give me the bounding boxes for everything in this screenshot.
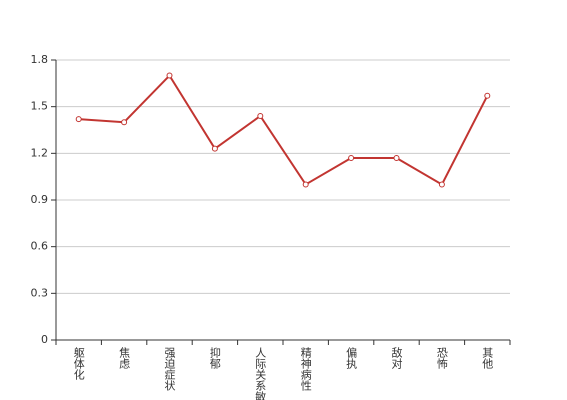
x-tick-label: 抑郁 [208, 346, 221, 369]
point [302, 181, 309, 188]
x-tick-label: 其他 [481, 347, 494, 369]
point [257, 113, 264, 119]
x-tick-label: 精神病性 [299, 347, 312, 392]
y-tick-label: 1.5 [31, 100, 49, 113]
point [211, 145, 218, 152]
line [78, 73, 489, 186]
point [438, 181, 445, 188]
x-tick-label: 躯体化 [72, 347, 85, 381]
y-tick-label: 0.9 [31, 193, 49, 206]
x-tick-label: 偏执 [345, 346, 358, 370]
y-tick-label: 1.2 [31, 146, 49, 159]
point [166, 72, 173, 79]
point [121, 119, 128, 126]
y-tick-label: 0 [41, 333, 48, 346]
point [484, 92, 491, 99]
point [75, 116, 82, 123]
x-tick-label: 人际关系敏感 [254, 347, 267, 400]
x-tick-label: 焦虑 [118, 347, 131, 369]
x-tick-label: 恐怖 [435, 347, 448, 369]
x-tick-label: 敌对 [390, 346, 403, 369]
point [393, 155, 400, 161]
y-tick-label: 0.6 [31, 240, 49, 253]
y-tick-label: 1.8 [31, 53, 49, 66]
y-tick-label: 0.3 [31, 286, 49, 299]
point [348, 155, 355, 161]
x-tick-label: 强迫症状 [163, 347, 176, 391]
